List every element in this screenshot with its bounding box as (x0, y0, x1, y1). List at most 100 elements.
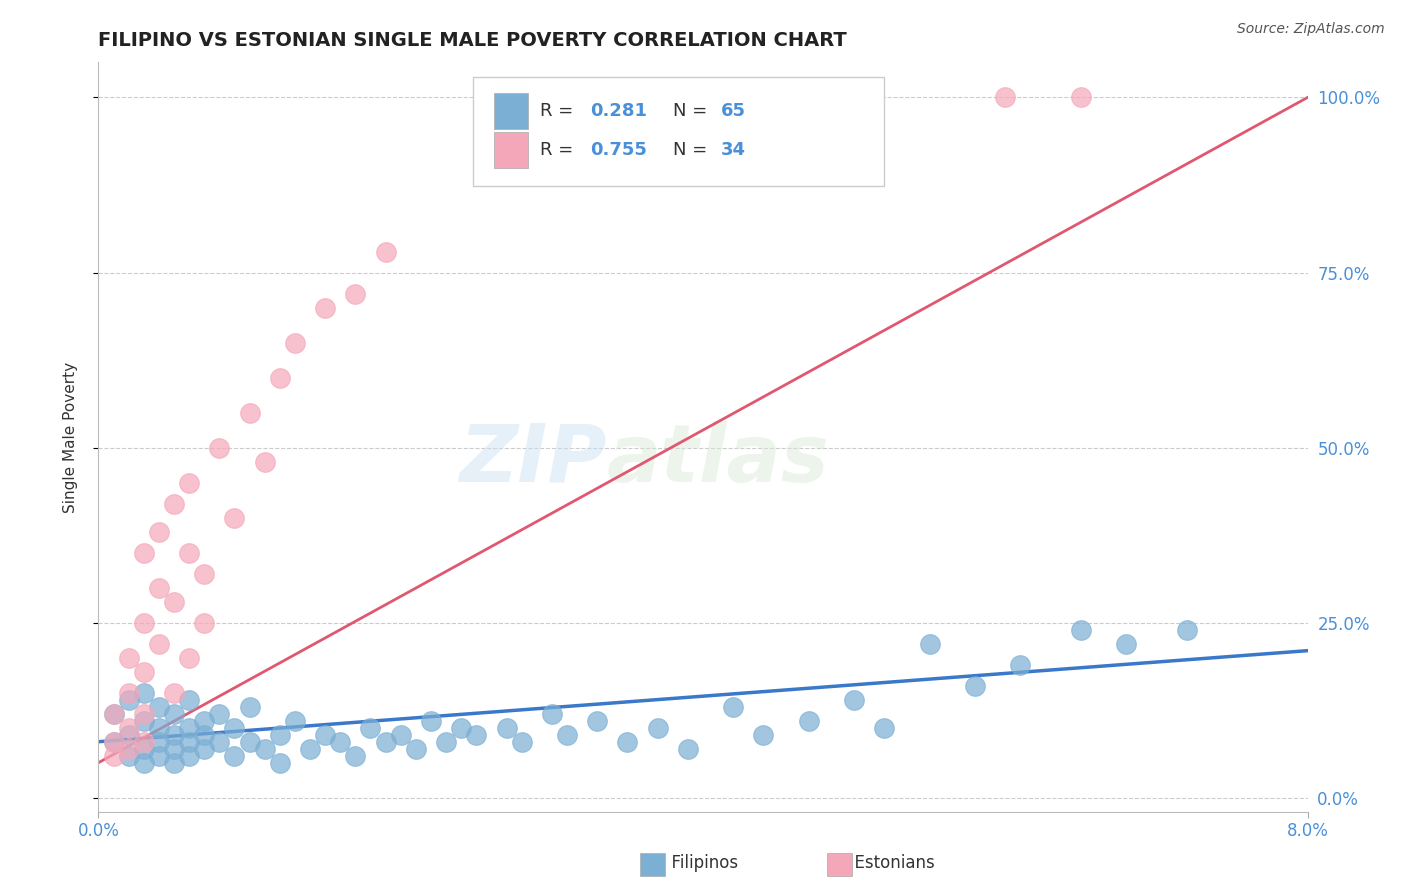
Point (103, 706, 125, 721)
Point (1115, 637, 1137, 651)
FancyBboxPatch shape (494, 93, 527, 129)
Text: Estonians: Estonians (844, 855, 935, 872)
Point (118, 741, 141, 756)
Point (1070, 90, 1092, 104)
Point (374, 244, 396, 259)
Point (269, 728, 291, 742)
Point (118, 650, 141, 665)
Point (193, 728, 215, 742)
Point (555, 728, 578, 742)
Point (586, 714, 609, 728)
Point (103, 734, 125, 748)
Point (118, 686, 141, 700)
Point (344, 286, 367, 301)
Point (148, 581, 170, 595)
Text: 0.755: 0.755 (591, 141, 647, 159)
Point (873, 721, 896, 735)
Point (103, 734, 125, 748)
Point (723, 699, 745, 714)
Point (344, 748, 367, 763)
Point (1010, 657, 1032, 672)
Point (163, 497, 186, 511)
Point (239, 406, 262, 420)
Point (179, 734, 201, 748)
Point (179, 748, 201, 763)
Text: N =: N = (672, 141, 713, 159)
Point (495, 721, 517, 735)
Point (132, 686, 155, 700)
Point (193, 714, 215, 728)
Point (193, 566, 215, 581)
Point (752, 728, 775, 742)
Point (314, 301, 336, 315)
Point (224, 748, 246, 763)
Point (405, 741, 427, 756)
Point (148, 699, 170, 714)
Point (360, 721, 382, 735)
Point (193, 615, 215, 630)
Point (647, 721, 669, 735)
Point (844, 692, 866, 706)
Point (329, 734, 352, 748)
FancyBboxPatch shape (494, 132, 527, 168)
Text: 0.281: 0.281 (591, 103, 648, 120)
Point (132, 741, 155, 756)
Point (269, 756, 291, 770)
Point (132, 756, 155, 770)
Point (163, 706, 186, 721)
Point (118, 692, 141, 706)
Point (179, 546, 201, 560)
Point (179, 475, 201, 490)
Point (179, 692, 201, 706)
Point (132, 714, 155, 728)
Text: atlas: atlas (606, 420, 830, 499)
Text: R =: R = (540, 103, 579, 120)
Point (224, 721, 246, 735)
Point (163, 741, 186, 756)
Point (132, 734, 155, 748)
Point (540, 706, 562, 721)
Point (148, 524, 170, 539)
Text: FILIPINO VS ESTONIAN SINGLE MALE POVERTY CORRELATION CHART: FILIPINO VS ESTONIAN SINGLE MALE POVERTY… (98, 30, 848, 50)
Point (208, 734, 231, 748)
Text: ZIP: ZIP (458, 420, 606, 499)
Text: Source: ZipAtlas.com: Source: ZipAtlas.com (1237, 22, 1385, 37)
Point (994, 90, 1017, 104)
Point (420, 714, 443, 728)
Point (284, 335, 307, 350)
Text: Filipinos: Filipinos (661, 855, 738, 872)
Point (616, 734, 638, 748)
Point (208, 706, 231, 721)
Point (510, 734, 533, 748)
Text: 65: 65 (721, 103, 747, 120)
Point (314, 728, 336, 742)
Point (239, 734, 262, 748)
FancyBboxPatch shape (474, 78, 884, 186)
Point (103, 748, 125, 763)
Y-axis label: Single Male Poverty: Single Male Poverty (63, 361, 77, 513)
Point (918, 637, 941, 651)
Point (163, 594, 186, 608)
Point (269, 370, 291, 384)
Point (284, 714, 307, 728)
Point (253, 454, 276, 468)
Point (224, 510, 246, 524)
Point (148, 734, 170, 748)
Point (132, 665, 155, 679)
Point (118, 728, 141, 742)
Point (193, 741, 215, 756)
Point (132, 706, 155, 721)
Text: N =: N = (672, 103, 713, 120)
Text: R =: R = (540, 141, 579, 159)
Point (253, 741, 276, 756)
Point (179, 650, 201, 665)
Point (465, 728, 488, 742)
Point (163, 756, 186, 770)
Point (148, 721, 170, 735)
Point (163, 728, 186, 742)
Point (118, 721, 141, 735)
Point (299, 741, 322, 756)
Point (179, 721, 201, 735)
Point (676, 741, 699, 756)
Point (389, 728, 412, 742)
